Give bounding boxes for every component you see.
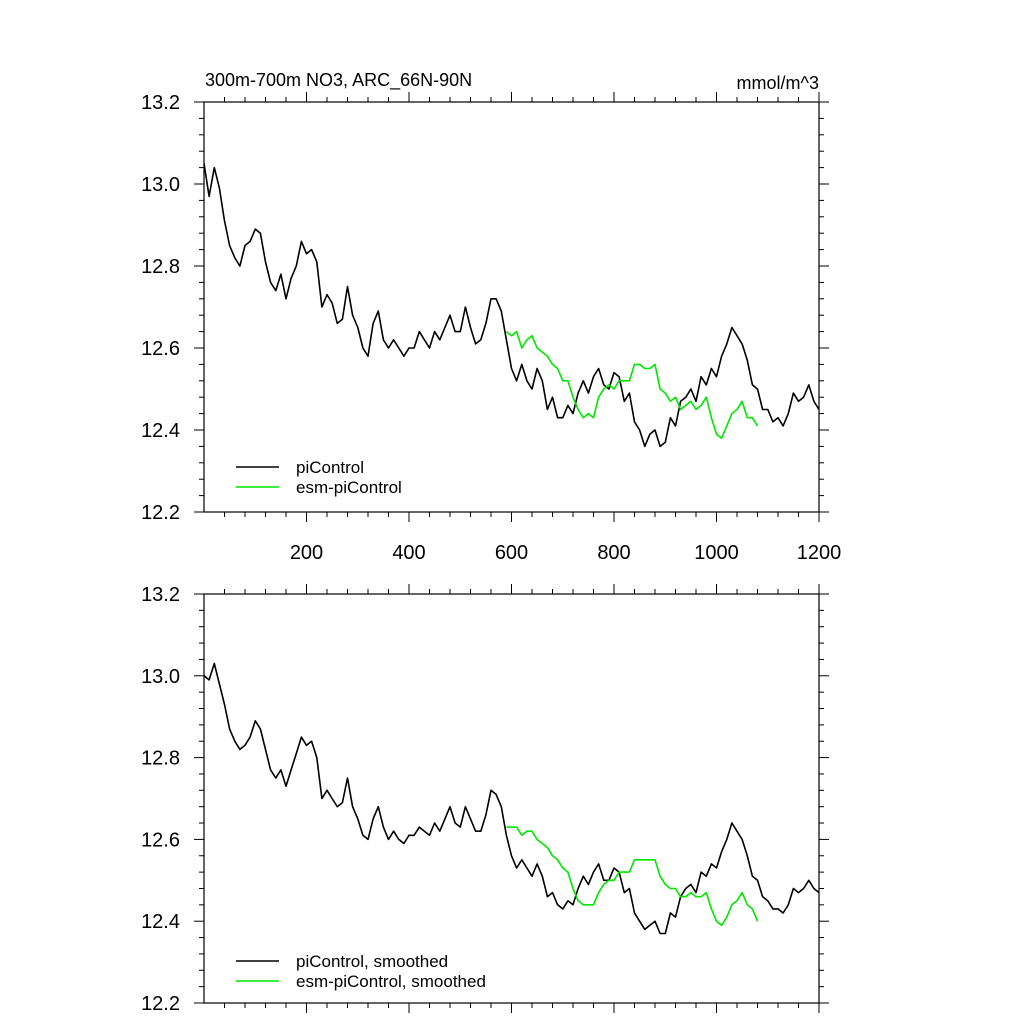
x-tick-label: 600 [495, 542, 528, 564]
plot-frame [203, 101, 820, 513]
y-tick-label: 12.2 [141, 502, 180, 524]
y-tick-label: 12.4 [141, 420, 180, 442]
legend-label: esm-piControl, smoothed [296, 972, 486, 991]
y-tick-label: 13.2 [141, 584, 180, 606]
x-tick-label: 1000 [694, 542, 739, 564]
y-tick-label: 13.2 [141, 92, 180, 114]
top-panel: 12.2 12.4 12.6 12.8 13.0 13.2 200 400 600 800 1000… [141, 92, 841, 564]
x-tick-label: 1200 [797, 542, 842, 564]
x-tick-label: 400 [392, 542, 425, 564]
series-line-picontrol [204, 662, 819, 935]
series-line-picontrol [204, 163, 819, 448]
x-tick-label: 800 [597, 542, 630, 564]
y-tick-label: 12.6 [141, 338, 180, 360]
y-tick-label: 12.8 [141, 256, 180, 278]
units-label: mmol/m^3 [737, 73, 819, 93]
series-line-esm-picontrol [505, 330, 759, 440]
chart-title: 300m-700m NO3, ARC_66N-90N [205, 70, 472, 91]
y-tick-label: 12.8 [141, 748, 180, 770]
y-tick-label: 12.2 [141, 993, 180, 1015]
legend-label: piControl [296, 458, 364, 477]
legend-label: esm-piControl [296, 478, 402, 497]
y-tick-label: 13.0 [141, 174, 180, 196]
x-tick-label: 200 [290, 542, 323, 564]
series-line-esm-picontrol [506, 826, 759, 927]
plot-frame [203, 593, 820, 1004]
bottom-panel: 12.2 12.4 12.6 12.8 13.0 13.2 piControl, smoot… [141, 584, 829, 1015]
y-tick-label: 12.4 [141, 911, 180, 933]
legend-label: piControl, smoothed [296, 952, 448, 971]
y-tick-label: 12.6 [141, 829, 180, 851]
y-tick-label: 13.0 [141, 666, 180, 688]
